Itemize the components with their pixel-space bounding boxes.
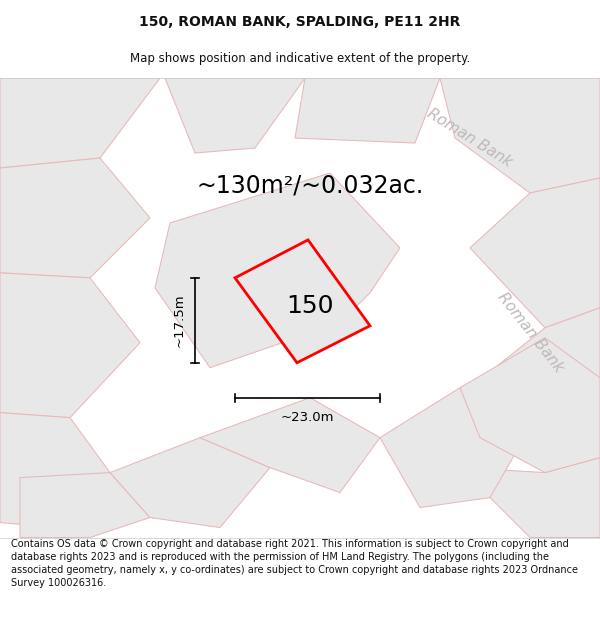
Text: ~130m²/~0.032ac.: ~130m²/~0.032ac. (196, 174, 424, 198)
Polygon shape (0, 158, 150, 278)
Polygon shape (165, 78, 305, 153)
Polygon shape (235, 240, 370, 362)
Polygon shape (0, 78, 160, 168)
Polygon shape (20, 472, 150, 538)
Polygon shape (440, 78, 600, 193)
Polygon shape (460, 338, 600, 472)
Text: ~17.5m: ~17.5m (173, 294, 185, 347)
Text: 150, ROMAN BANK, SPALDING, PE11 2HR: 150, ROMAN BANK, SPALDING, PE11 2HR (139, 15, 461, 29)
Polygon shape (110, 438, 270, 528)
Polygon shape (470, 308, 600, 472)
Polygon shape (295, 78, 440, 143)
Polygon shape (155, 173, 400, 368)
Text: ~23.0m: ~23.0m (281, 411, 334, 424)
Polygon shape (0, 412, 110, 528)
Text: Contains OS data © Crown copyright and database right 2021. This information is : Contains OS data © Crown copyright and d… (11, 539, 578, 588)
Polygon shape (0, 273, 140, 418)
Polygon shape (380, 388, 530, 508)
Polygon shape (460, 458, 600, 538)
Text: 150: 150 (286, 294, 334, 318)
Polygon shape (200, 398, 380, 492)
Text: Map shows position and indicative extent of the property.: Map shows position and indicative extent… (130, 52, 470, 65)
Polygon shape (470, 178, 600, 328)
Text: Roman Bank: Roman Bank (425, 106, 515, 170)
Text: Roman Bank: Roman Bank (494, 290, 566, 376)
